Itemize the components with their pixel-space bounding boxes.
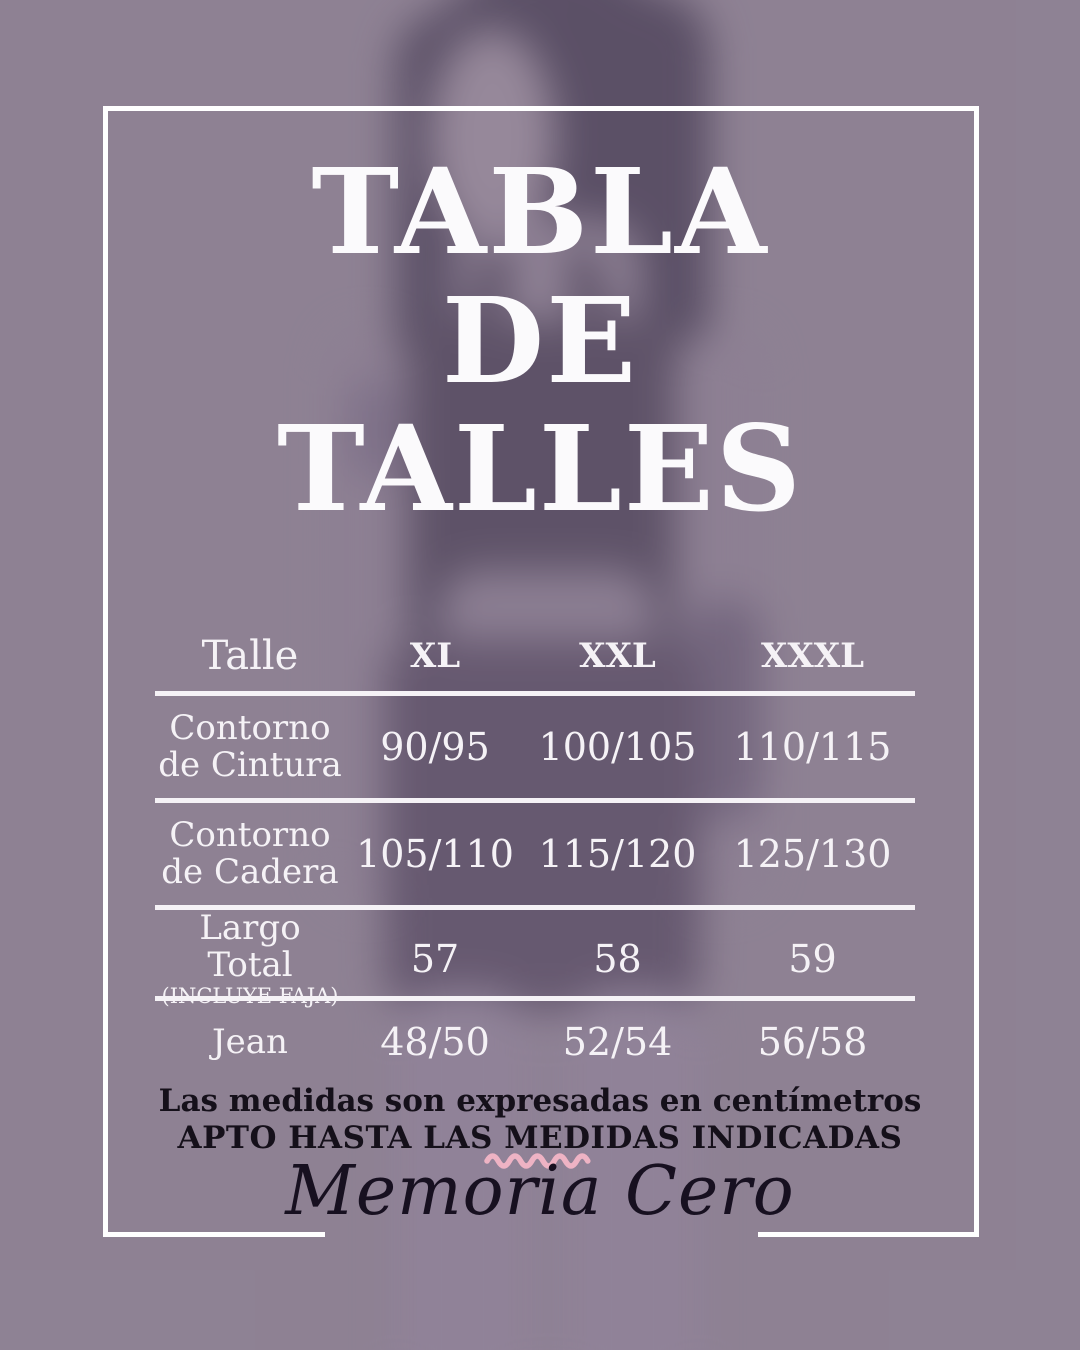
title-line: TALLES bbox=[276, 399, 803, 539]
row-label: Largo Total (INCLUYE FAJA) bbox=[155, 908, 345, 1009]
cell-value: 59 bbox=[788, 937, 837, 981]
cell-value: 90/95 bbox=[380, 725, 490, 769]
table-row-largo-total: Largo Total (INCLUYE FAJA) 57 58 59 bbox=[155, 910, 915, 1009]
border-frame-bottom-right bbox=[758, 1232, 979, 1237]
cell-value: 115/120 bbox=[538, 832, 697, 876]
row-label: Contorno de Cadera bbox=[155, 817, 345, 891]
table-divider bbox=[155, 798, 915, 803]
row-label-line: Contorno bbox=[169, 815, 331, 855]
measurement-note: Las medidas son expresadas en centímetro… bbox=[158, 1083, 922, 1119]
column-header-xxl: XXL bbox=[579, 635, 656, 676]
table-row-jean: Jean 48/50 52/54 56/58 bbox=[155, 1001, 915, 1083]
row-label-line: Contorno bbox=[169, 708, 331, 748]
cell-value: 100/105 bbox=[538, 725, 697, 769]
photo-sports-top bbox=[395, 320, 695, 590]
table-divider bbox=[155, 996, 915, 1001]
page-title: TABLA DE TALLES bbox=[0, 142, 1080, 539]
cell-value: 56/58 bbox=[757, 1020, 868, 1064]
wavy-underline-icon bbox=[484, 1153, 591, 1169]
row-label-line: Largo Total bbox=[199, 908, 301, 985]
title-line: TABLA bbox=[311, 142, 769, 281]
column-header-xl: XL bbox=[409, 635, 461, 676]
cell-value: 48/50 bbox=[380, 1020, 490, 1064]
cell-value: 125/130 bbox=[733, 832, 892, 876]
row-label: Contorno de Cintura bbox=[155, 710, 345, 784]
size-table: Talle XL XXL XXXL Contorno de Cintura 90… bbox=[155, 620, 915, 1083]
column-header-talle: Talle bbox=[201, 632, 299, 679]
row-label-line: de Cadera bbox=[161, 852, 339, 892]
cell-value: 57 bbox=[410, 937, 460, 981]
table-divider bbox=[155, 905, 915, 910]
row-label-note: (INCLUYE FAJA) bbox=[161, 984, 339, 1008]
photo-tattoo bbox=[348, 380, 403, 480]
cell-value: 110/115 bbox=[733, 725, 892, 769]
border-frame bbox=[103, 106, 979, 1237]
cell-value: 58 bbox=[593, 937, 642, 981]
title-line: DE bbox=[441, 270, 639, 410]
brand-logo: Memoria Cero bbox=[285, 1152, 795, 1231]
photo-leg bbox=[565, 990, 700, 1350]
photo-face bbox=[430, 30, 555, 245]
cell-value: 105/110 bbox=[356, 832, 514, 876]
row-label: Jean bbox=[155, 1021, 345, 1062]
border-frame-bottom-left bbox=[103, 1232, 325, 1237]
table-header-row: Talle XL XXL XXXL bbox=[155, 620, 915, 691]
photo-leg bbox=[395, 990, 530, 1350]
table-row-contorno-cintura: Contorno de Cintura 90/95 100/105 110/11… bbox=[155, 696, 915, 798]
table-divider bbox=[155, 691, 915, 696]
row-label-line: Jean bbox=[212, 1021, 288, 1062]
photo-shorts bbox=[385, 640, 700, 1010]
row-label-line: de Cintura bbox=[158, 745, 342, 785]
fit-note: APTO HASTA LAS MEDIDAS INDICADAS bbox=[177, 1120, 903, 1156]
table-row-contorno-cadera: Contorno de Cadera 105/110 115/120 125/1… bbox=[155, 803, 915, 905]
column-header-xxxl: XXXL bbox=[760, 635, 865, 676]
cell-value: 52/54 bbox=[562, 1020, 673, 1064]
